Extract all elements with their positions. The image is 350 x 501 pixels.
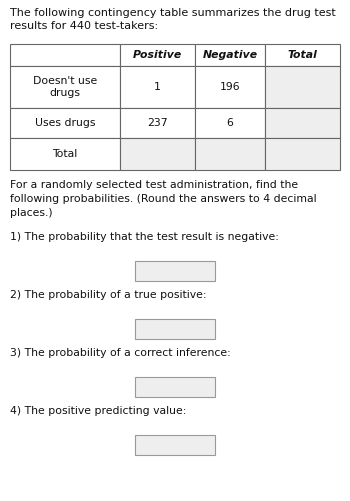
Bar — [195, 66, 265, 108]
Text: Negative: Negative — [202, 50, 258, 60]
Text: 3) The probability of a correct inference:: 3) The probability of a correct inferenc… — [10, 348, 231, 358]
Bar — [10, 108, 120, 138]
Bar — [195, 138, 265, 170]
Bar — [135, 435, 215, 455]
Bar — [135, 261, 215, 281]
Text: For a randomly selected test administration, find the
following probabilities. (: For a randomly selected test administrat… — [10, 180, 317, 218]
Text: Total: Total — [288, 50, 317, 60]
Text: Uses drugs: Uses drugs — [35, 118, 95, 128]
Text: 6: 6 — [226, 118, 233, 128]
Bar — [265, 44, 340, 66]
Text: 1) The probability that the test result is negative:: 1) The probability that the test result … — [10, 232, 279, 242]
Bar — [10, 138, 120, 170]
Text: Total: Total — [52, 149, 78, 159]
Bar — [120, 44, 195, 66]
Text: 237: 237 — [147, 118, 168, 128]
Bar — [195, 44, 265, 66]
Text: Positive: Positive — [133, 50, 182, 60]
Text: The following contingency table summarizes the drug test: The following contingency table summariz… — [10, 8, 336, 18]
Bar — [135, 319, 215, 339]
Bar — [265, 66, 340, 108]
Bar — [195, 108, 265, 138]
Bar — [10, 44, 120, 66]
Text: results for 440 test-takers:: results for 440 test-takers: — [10, 21, 158, 31]
Bar — [135, 377, 215, 397]
Text: 4) The positive predicting value:: 4) The positive predicting value: — [10, 406, 186, 416]
Bar — [265, 138, 340, 170]
Text: 2) The probability of a true positive:: 2) The probability of a true positive: — [10, 290, 206, 300]
Bar — [265, 108, 340, 138]
Bar — [120, 138, 195, 170]
Bar — [10, 66, 120, 108]
Bar — [120, 108, 195, 138]
Text: Doesn't use
drugs: Doesn't use drugs — [33, 76, 97, 98]
Text: 196: 196 — [220, 82, 240, 92]
Text: 1: 1 — [154, 82, 161, 92]
Bar — [120, 66, 195, 108]
